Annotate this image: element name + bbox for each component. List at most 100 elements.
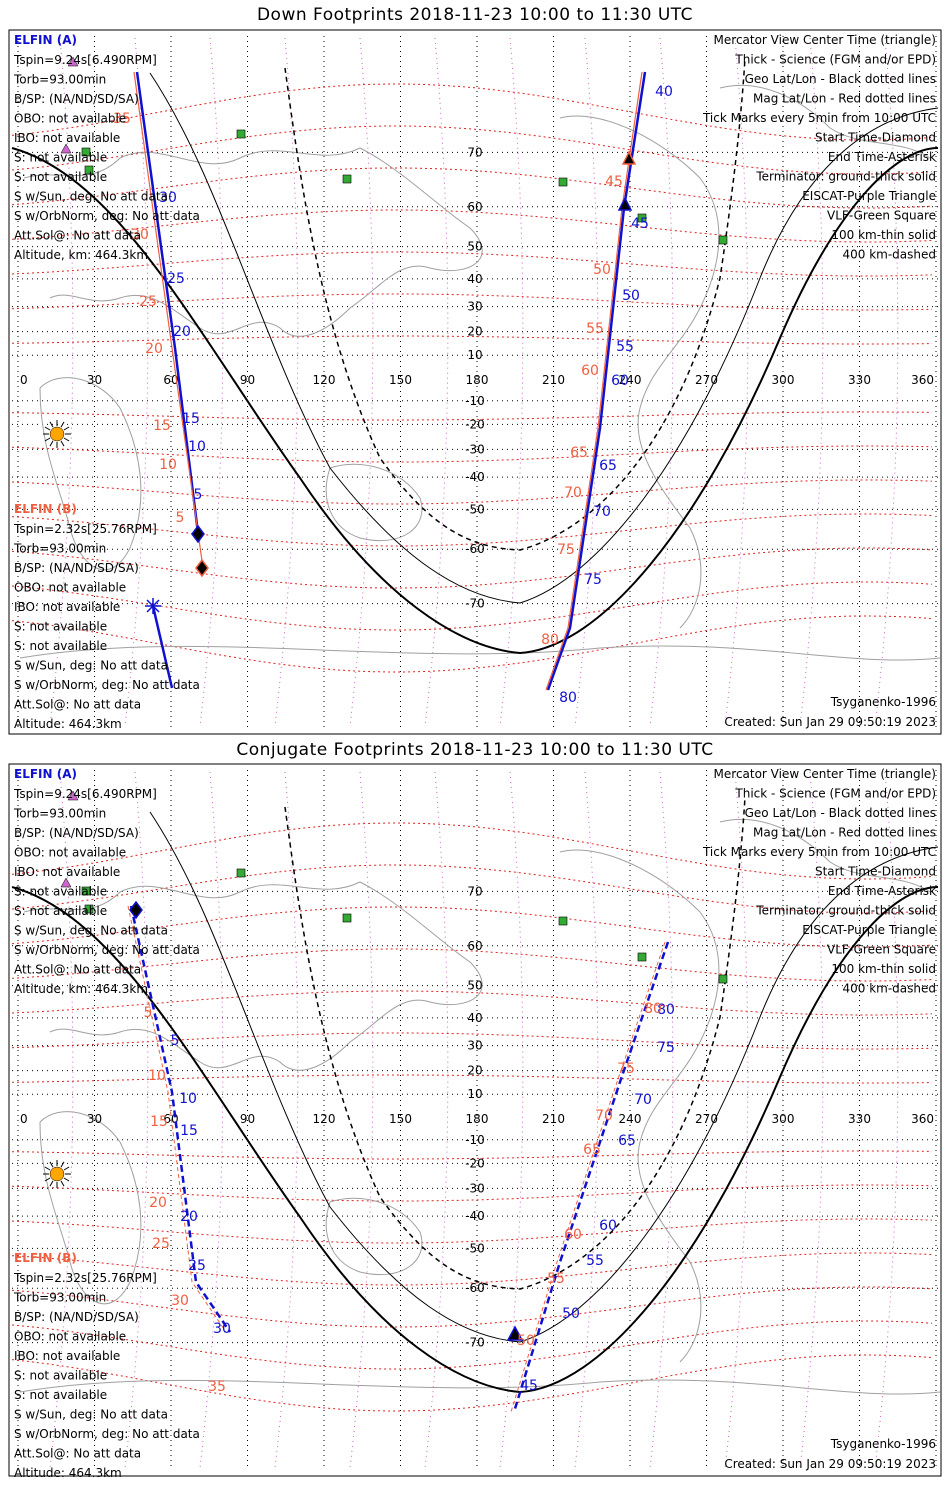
coast-africa [39,377,142,571]
mag-parallel [11,513,933,547]
lon-label: 240 [619,1112,642,1126]
elfin-a-info-line: Altitude, km: 464.3km [14,982,148,996]
asterisk-stroke [146,599,160,613]
coast-australia [325,463,423,542]
legend-item: 100 km-thin solid [831,228,936,242]
legend-item: Mercator View Center Time (triangle) [714,767,936,781]
vlf-green-square [81,886,91,896]
elfin-b-info-line: IBO: not available [14,600,120,614]
lat-label: -50 [465,1241,485,1255]
elfin-a-tick-label: 60 [599,1218,617,1234]
down-footprint-map: 0 30 60 90 120 150 180 210 240 270 300 330 360706050… [8,29,942,735]
elfin-b-info-line: S: not available [14,639,107,653]
elfin-a-info-line: S w/OrbNorm, deg: No att data [14,209,200,223]
sun-ray [60,1161,65,1168]
elfin-a-info-line: Att.Sol@: No att data [14,963,141,977]
legend-item: Geo Lat/Lon - Black dotted lines [745,806,936,820]
elfin-a-tick-label: 25 [167,271,185,287]
lon-label: 300 [772,373,795,387]
elfin-a-info-line: Torb=93.00min [13,807,106,821]
vlf-green-square [84,165,94,175]
mag-parallel [11,1252,933,1286]
sun-ray [44,1166,51,1171]
elfin-a-conj-track-2 [512,941,670,1413]
map-frame [8,763,942,1477]
elfin-b-info-line: Altitude: 464.3km [14,717,122,731]
coast-americas [559,115,720,629]
elfin-a-info-line: B/SP: (NA/ND/SD/SA) [14,92,139,106]
sun-ray [60,421,65,428]
lat-label: -40 [465,470,485,484]
elfin-a-info-line: Att.Sol@: No att data [14,229,141,243]
sun-ray [49,1180,54,1187]
elfin-b-tick-label: 25 [152,1236,170,1252]
elfin-a-tick-label: 55 [586,1253,604,1269]
elfin-a-track-1 [135,71,200,534]
elfin-a-label: ELFIN (A) [14,33,77,47]
elfin-b-info-line: OBO: not available [14,1330,126,1344]
sun-ray [44,437,51,442]
vlf-green-square [637,213,647,223]
lon-label: 270 [695,373,718,387]
coast-australia [325,1197,423,1276]
elfin-a-label: ELFIN (A) [14,767,77,781]
coast-americas [559,849,720,1363]
elfin-b-conj-track-2 [510,941,666,1413]
elfin-a-tick-label: 70 [593,504,611,520]
terminator-100km [149,72,939,604]
elfin-a-tick-label: 55 [616,339,634,355]
elfin-a-info-line: OBO: not available [14,846,126,860]
elfin-b-tick-label: 65 [583,1142,601,1158]
elfin-a-info-line: IBO: not available [14,131,120,145]
elfin-b-info-line: Tspin=2.32s[25.76RPM] [13,1271,157,1285]
elfin-a-tick-label: 40 [655,84,673,100]
legend-item: EISCAT-Purple Triangle [802,923,936,937]
vlf-green-square [236,129,246,139]
vlf-green-square [342,913,352,923]
elfin-a-info-line: IBO: not available [14,865,120,879]
mag-parallel [11,479,933,505]
lat-label: 30 [467,1039,482,1053]
lat-label: -60 [465,1281,485,1295]
mag-parallel [11,547,933,589]
mag-parallel [11,209,933,243]
legend-item: Terminator: ground-thick solid [755,170,936,184]
elfin-b-tick-label: 20 [145,341,163,357]
elfin-b-label: ELFIN (B) [14,502,77,516]
elfin-b-tick-label: 15 [153,418,171,434]
lon-label: 300 [772,1112,795,1126]
elfin-a-tick-label: 30 [159,190,177,206]
legend-item: Mercator View Center Time (triangle) [714,33,936,47]
lon-label: 150 [389,373,412,387]
mag-parallel [11,293,933,311]
lat-label: 40 [467,272,482,286]
legend-item: Tick Marks every 5min from 10:00 UTC [702,845,936,859]
vlf-stations [81,129,728,245]
elfin-a-info: ELFIN (A) Tspin=9.24s[6.490RPM] Torb=93.00… [13,33,200,262]
elfin-b-tick-label: 45 [605,174,623,190]
lon-label: 330 [848,373,871,387]
elfin-a-info-line: S: not available [14,885,107,899]
mag-parallel [11,906,933,948]
lon-label: 210 [542,1112,565,1126]
elfin-b-info-line: S w/Sun, deg: No att data [14,1408,168,1422]
elfin-a-tick-label: 15 [182,411,200,427]
lat-label: 20 [467,325,482,339]
terminator-400km [284,796,746,1290]
elfin-b-info: ELFIN (B) Tspin=2.32s[25.76RPM] Torb=93.00… [13,502,200,731]
lat-label: 40 [467,1011,482,1025]
mag-parallel [11,411,933,421]
elfin-a-tick-label: 10 [188,439,206,455]
lon-label: 240 [619,373,642,387]
lon-label: 30 [87,1112,102,1126]
elfin-b-tick-label: 70 [595,1108,613,1124]
elfin-b-tick-label: 50 [593,262,611,278]
elfin-a-info-line: S: not available [14,151,107,165]
vlf-green-square [718,235,728,245]
eiscat-purple-triangle [67,56,79,67]
mag-parallel [11,251,933,277]
elfin-a-start-diamond [191,524,205,544]
elfin-b-tick-label: 75 [557,542,575,558]
lon-label: 180 [466,373,489,387]
elfin-a-info: ELFIN (A) Tspin=9.24s[6.490RPM] Torb=93.00… [13,767,200,996]
